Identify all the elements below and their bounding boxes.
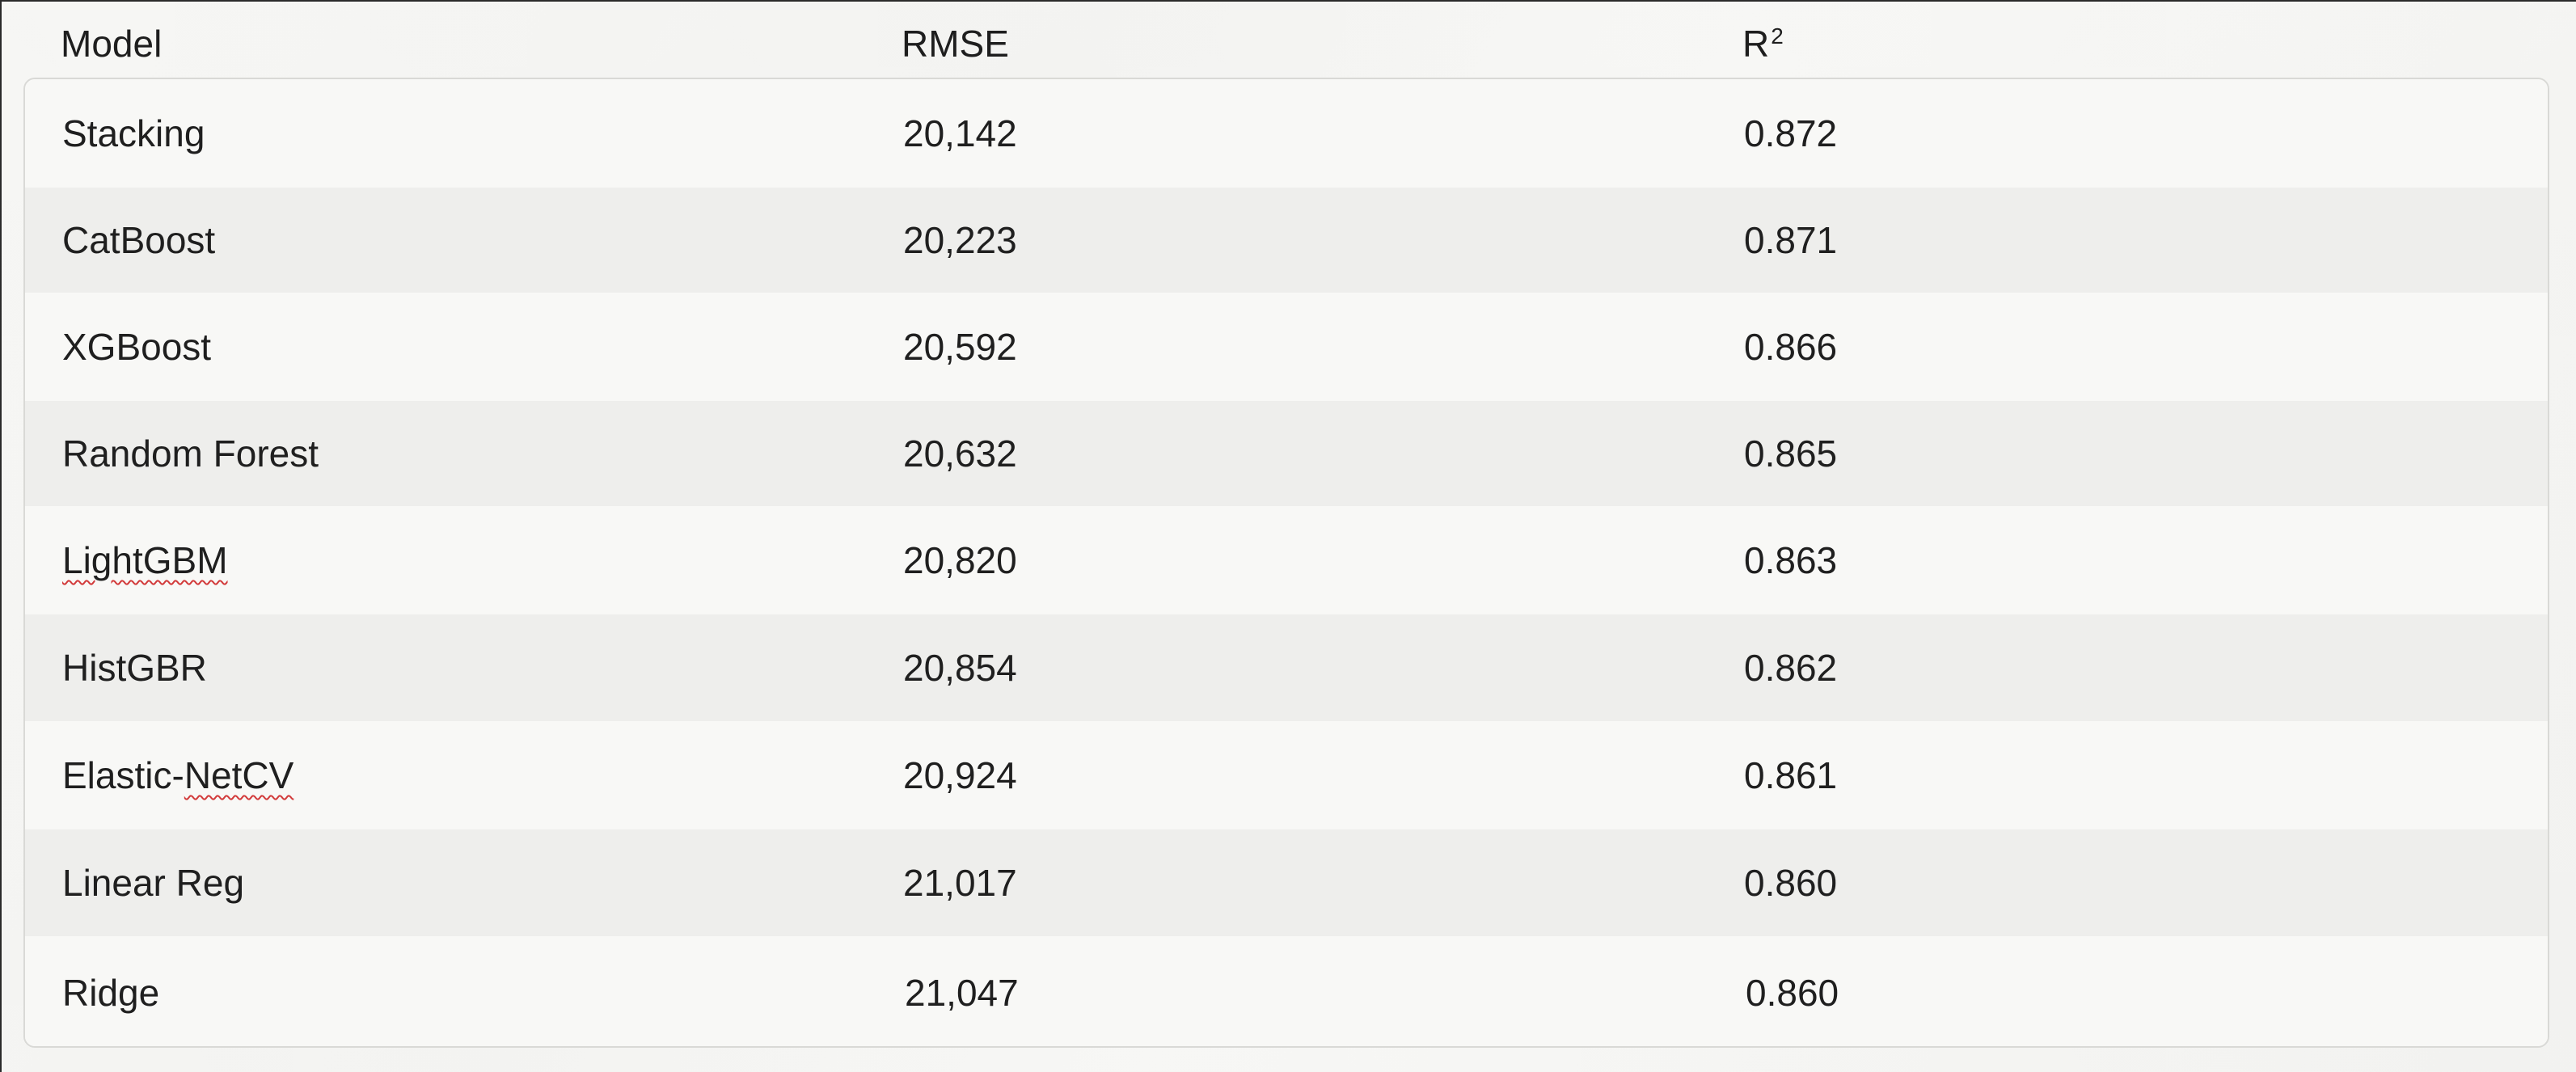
model-cell: Ridge bbox=[62, 972, 160, 1014]
table-row: CatBoost 20,223 0.871 bbox=[25, 188, 2548, 293]
model-cell-text: Elastic-NetCV bbox=[62, 754, 293, 796]
r2-cell: 0.865 bbox=[1744, 433, 1838, 475]
rmse-cell: 20,854 bbox=[903, 647, 1017, 689]
model-cell: XGBoost bbox=[62, 326, 212, 368]
table-row: Linear Reg 21,017 0.860 bbox=[25, 829, 2548, 936]
table-row: HistGBR 20,854 0.862 bbox=[25, 614, 2548, 721]
model-cell: Stacking bbox=[62, 112, 205, 154]
r2-cell: 0.860 bbox=[1746, 972, 1839, 1014]
header-rmse: RMSE bbox=[902, 23, 1009, 65]
model-cell: Linear Reg bbox=[62, 862, 245, 904]
rmse-cell: 21,017 bbox=[903, 862, 1017, 904]
r2-cell: 0.862 bbox=[1744, 647, 1838, 689]
rmse-cell: 21,047 bbox=[905, 972, 1019, 1014]
model-cell: HistGBR bbox=[62, 647, 207, 689]
header-model: Model bbox=[61, 23, 163, 65]
rmse-cell: 20,223 bbox=[903, 219, 1017, 261]
model-cell: LightGBM bbox=[62, 539, 228, 581]
table-header: Model RMSE R2 bbox=[2, 2, 2576, 78]
rmse-cell: 20,632 bbox=[903, 433, 1017, 475]
rmse-cell: 20,820 bbox=[903, 539, 1017, 581]
header-r2-base: R bbox=[1742, 23, 1770, 65]
model-cell: Random Forest bbox=[62, 433, 319, 475]
model-cell: Elastic-NetCV bbox=[62, 753, 293, 798]
rmse-cell: 20,924 bbox=[903, 754, 1017, 796]
table-row: XGBoost 20,592 0.866 bbox=[25, 293, 2548, 401]
table-row: Ridge 21,047 0.860 bbox=[25, 936, 2548, 1046]
results-table: Stacking 20,142 0.872 CatBoost 20,223 0.… bbox=[23, 78, 2549, 1048]
r2-cell: 0.872 bbox=[1744, 112, 1838, 154]
table-row: Random Forest 20,632 0.865 bbox=[25, 401, 2548, 506]
r2-cell: 0.860 bbox=[1744, 862, 1838, 904]
rmse-cell: 20,142 bbox=[903, 112, 1017, 154]
header-r2-superscript: 2 bbox=[1771, 23, 1784, 49]
table-row: Stacking 20,142 0.872 bbox=[25, 79, 2548, 188]
r2-cell: 0.863 bbox=[1744, 539, 1838, 581]
table-row: LightGBM 20,820 0.863 bbox=[25, 506, 2548, 614]
r2-cell: 0.866 bbox=[1744, 326, 1838, 368]
model-cell-text-flagged: NetCV bbox=[184, 754, 294, 796]
r2-cell: 0.861 bbox=[1744, 754, 1838, 796]
model-cell: CatBoost bbox=[62, 219, 216, 261]
model-cell-text-prefix: Elastic- bbox=[62, 754, 184, 796]
r2-cell: 0.871 bbox=[1744, 219, 1838, 261]
header-r2: R2 bbox=[1742, 21, 1784, 72]
table-row: Elastic-NetCV 20,924 0.861 bbox=[25, 721, 2548, 829]
rmse-cell: 20,592 bbox=[903, 326, 1017, 368]
